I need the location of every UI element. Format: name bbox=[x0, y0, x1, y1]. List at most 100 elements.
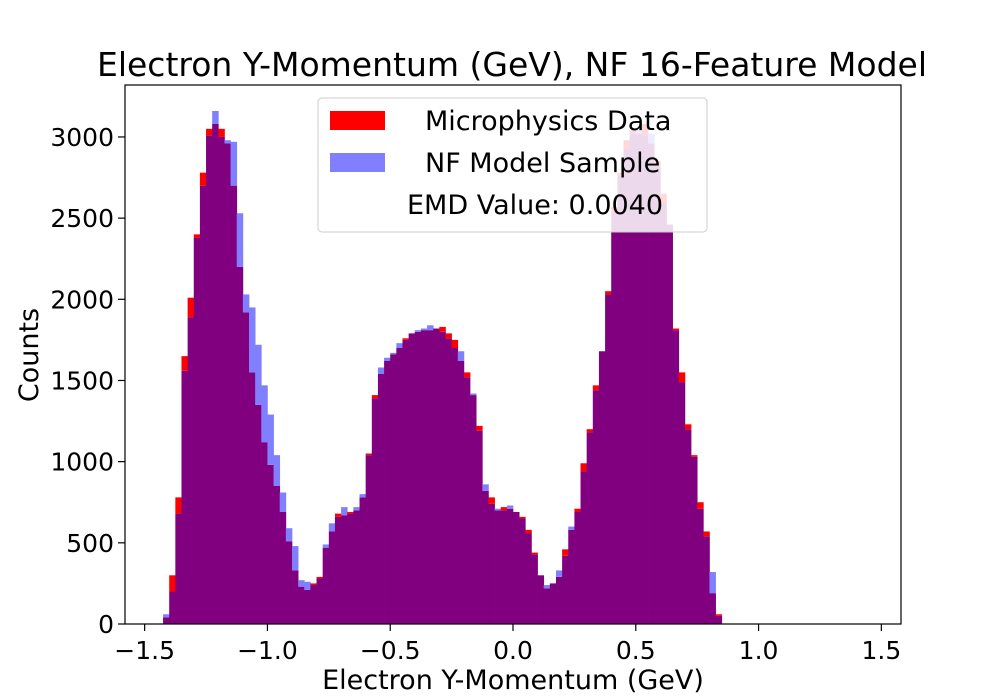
histogram-bar-model-excess bbox=[224, 140, 231, 144]
histogram-bar-overlap bbox=[402, 339, 409, 624]
histogram-bar-data-excess bbox=[365, 453, 373, 456]
histogram-bar-overlap bbox=[175, 513, 182, 624]
histogram-bar-overlap bbox=[414, 331, 422, 624]
histogram-bar-model-excess bbox=[359, 494, 367, 498]
histogram-bar-overlap bbox=[285, 541, 293, 624]
histogram-bar-data-excess bbox=[206, 128, 213, 136]
histogram-bar-data-excess bbox=[715, 614, 723, 616]
histogram-bar-overlap bbox=[513, 511, 520, 624]
histogram-bar-model-excess bbox=[298, 580, 305, 587]
histogram-bar-data-excess bbox=[463, 372, 471, 378]
histogram-bar-overlap bbox=[635, 133, 643, 624]
x-axis-label: Electron Y-Momentum (GeV) bbox=[322, 665, 704, 696]
histogram-bar-overlap bbox=[703, 536, 710, 624]
histogram-bar-data-excess bbox=[678, 372, 686, 383]
histogram-bars bbox=[163, 110, 723, 625]
histogram-bar-model-excess bbox=[470, 393, 477, 396]
histogram-bar-overlap bbox=[463, 377, 471, 624]
histogram-bar-overlap bbox=[273, 486, 281, 624]
histogram-bar-model-excess bbox=[414, 330, 422, 332]
histogram-bar-overlap bbox=[328, 531, 336, 624]
histogram-bar-overlap bbox=[291, 570, 299, 624]
histogram-bar-overlap bbox=[531, 554, 538, 624]
x-tick-label: 1.5 bbox=[861, 636, 901, 665]
histogram-bar-overlap bbox=[199, 185, 207, 624]
histogram-bar-overlap bbox=[660, 203, 667, 624]
legend-label-data: Microphysics Data bbox=[425, 106, 671, 137]
histogram-bar-overlap bbox=[249, 372, 256, 624]
histogram-bar-overlap bbox=[206, 135, 213, 624]
histogram-bar-data-excess bbox=[371, 395, 379, 399]
histogram-bar-model-excess bbox=[568, 526, 575, 530]
y-tick-label: 500 bbox=[66, 529, 114, 558]
histogram-bar-overlap bbox=[678, 382, 686, 624]
histogram-bar-model-excess bbox=[304, 581, 311, 590]
chart-title: Electron Y-Momentum (GeV), NF 16-Feature… bbox=[97, 45, 927, 84]
histogram-bar-overlap bbox=[212, 123, 219, 625]
histogram-bar-overlap bbox=[384, 360, 391, 624]
histogram-bar-data-excess bbox=[334, 513, 342, 517]
histogram-bar-model-excess bbox=[494, 508, 502, 511]
x-tick-label: −1.0 bbox=[237, 636, 298, 665]
histogram-bar-overlap bbox=[543, 588, 551, 624]
histogram-bar-model-excess bbox=[236, 213, 244, 267]
histogram-bar-overlap bbox=[709, 593, 716, 624]
x-tick-label: −0.5 bbox=[360, 636, 421, 665]
legend: Microphysics Data NF Model Sample EMD Va… bbox=[317, 97, 708, 233]
histogram-bar-overlap bbox=[715, 615, 723, 624]
x-tick-label: 0.5 bbox=[616, 636, 656, 665]
histogram-bar-model-excess bbox=[273, 455, 281, 487]
histogram-bar-model-excess bbox=[341, 507, 348, 516]
histogram-bar-data-excess bbox=[181, 356, 188, 371]
y-tick-label: 2000 bbox=[50, 285, 114, 314]
histogram-bar-data-excess bbox=[199, 172, 207, 186]
histogram-bar-model-excess bbox=[353, 507, 360, 511]
histogram-bar-model-excess bbox=[261, 385, 268, 443]
histogram-bar-model-excess bbox=[384, 357, 391, 361]
histogram-bar-overlap bbox=[408, 333, 416, 624]
histogram-bar-data-excess bbox=[175, 497, 182, 514]
y-tick-label: 1500 bbox=[50, 366, 114, 395]
histogram-bar-overlap bbox=[396, 348, 403, 624]
y-axis-ticks: 0 500 1000 1500 2000 2500 3000 bbox=[50, 123, 125, 639]
histogram-bar-data-excess bbox=[580, 463, 588, 472]
histogram-bar-overlap bbox=[457, 360, 465, 624]
histogram-bar-overlap bbox=[629, 133, 637, 624]
histogram-bar-data-excess bbox=[684, 424, 692, 430]
histogram-bar-data-excess bbox=[193, 234, 201, 238]
x-tick-label: 1.0 bbox=[739, 636, 779, 665]
histogram-bar-overlap bbox=[617, 175, 624, 625]
histogram-bar-model-excess bbox=[279, 492, 287, 512]
legend-emd-annotation: EMD Value: 0.0040 bbox=[407, 190, 663, 221]
histogram-bar-overlap bbox=[433, 328, 440, 624]
histogram-bar-overlap bbox=[580, 471, 588, 624]
histogram-bar-model-excess bbox=[242, 294, 250, 313]
histogram-bar-overlap bbox=[654, 164, 661, 625]
histogram-bar-data-excess bbox=[488, 497, 495, 504]
histogram-bar-overlap bbox=[568, 529, 575, 624]
histogram-bar-overlap bbox=[427, 330, 434, 624]
histogram-bar-overlap bbox=[555, 576, 563, 624]
histogram-bar-overlap bbox=[470, 395, 477, 624]
histogram-bar-data-excess bbox=[519, 516, 526, 519]
histogram-bar-overlap bbox=[298, 586, 305, 624]
histogram-bar-overlap bbox=[279, 511, 287, 624]
histogram-bar-data-excess bbox=[703, 531, 710, 537]
histogram-bar-overlap bbox=[666, 224, 673, 624]
y-axis-label: Counts bbox=[14, 308, 45, 402]
histogram-bar-model-excess bbox=[322, 544, 330, 548]
histogram-bar-overlap bbox=[169, 591, 176, 624]
histogram-bar-model-excess bbox=[390, 352, 397, 355]
histogram-bar-model-excess bbox=[457, 351, 465, 361]
histogram-bar-overlap bbox=[500, 510, 508, 624]
histogram-bar-overlap bbox=[506, 508, 514, 624]
histogram-bar-model-excess bbox=[255, 344, 262, 405]
histogram-bar-overlap bbox=[519, 518, 526, 624]
histogram-bar-overlap bbox=[261, 442, 268, 624]
histogram-bar-data-excess bbox=[500, 507, 508, 511]
histogram-bar-data-excess bbox=[562, 549, 569, 556]
histogram-bar-overlap bbox=[445, 338, 452, 624]
histogram-bar-overlap bbox=[691, 456, 698, 624]
histogram-bar-overlap bbox=[347, 513, 354, 624]
